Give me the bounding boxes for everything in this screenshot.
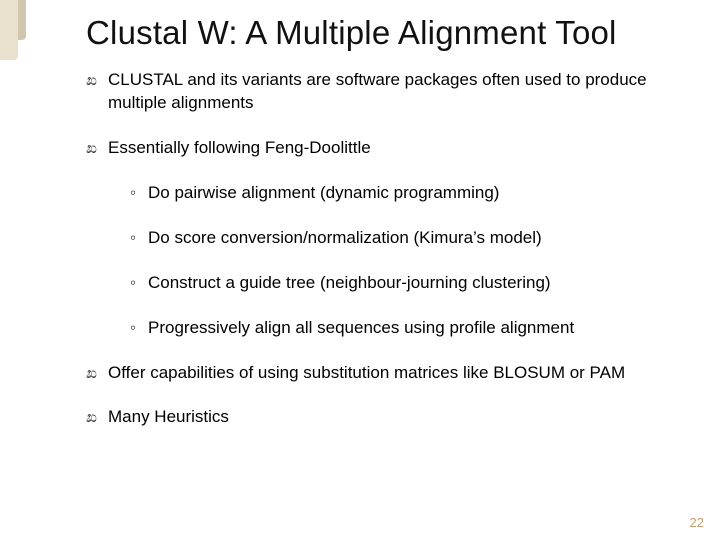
bullet-text: Essentially following Feng-Doolittle [108,138,371,157]
sub-bullet-list: ◦ Do pairwise alignment (dynamic program… [108,182,676,340]
sub-bullet-text: Do score conversion/normalization (Kimur… [148,228,542,247]
sub-bullet-item: ◦ Do score conversion/normalization (Kim… [130,227,676,250]
bullet-text: Offer capabilities of using substitution… [108,363,625,382]
bullet-glyph-level1: ಖ [86,71,97,91]
bullet-glyph-level2: ◦ [130,317,136,340]
slide-body: Clustal W: A Multiple Alignment Tool ಖ C… [0,0,720,540]
bullet-item: ಖ Offer capabilities of using substituti… [86,362,676,385]
sub-bullet-text: Progressively align all sequences using … [148,318,574,337]
bullet-list: ಖ CLUSTAL and its variants are software … [86,69,676,429]
sub-bullet-item: ◦ Progressively align all sequences usin… [130,317,676,340]
bullet-glyph-level1: ಖ [86,139,97,159]
page-number: 22 [690,515,704,530]
bullet-item: ಖ Essentially following Feng-Doolittle ◦… [86,137,676,340]
sub-bullet-text: Construct a guide tree (neighbour-journi… [148,273,551,292]
bullet-glyph-level1: ಖ [86,364,97,384]
bullet-glyph-level2: ◦ [130,182,136,205]
sub-bullet-item: ◦ Do pairwise alignment (dynamic program… [130,182,676,205]
bullet-text: Many Heuristics [108,407,229,426]
bullet-glyph-level1: ಖ [86,408,97,428]
bullet-glyph-level2: ◦ [130,272,136,295]
bullet-text: CLUSTAL and its variants are software pa… [108,70,647,112]
bullet-item: ಖ Many Heuristics [86,406,676,429]
slide-title: Clustal W: A Multiple Alignment Tool [86,14,676,53]
sub-bullet-text: Do pairwise alignment (dynamic programmi… [148,183,499,202]
bullet-item: ಖ CLUSTAL and its variants are software … [86,69,676,115]
sub-bullet-item: ◦ Construct a guide tree (neighbour-jour… [130,272,676,295]
bullet-glyph-level2: ◦ [130,227,136,250]
